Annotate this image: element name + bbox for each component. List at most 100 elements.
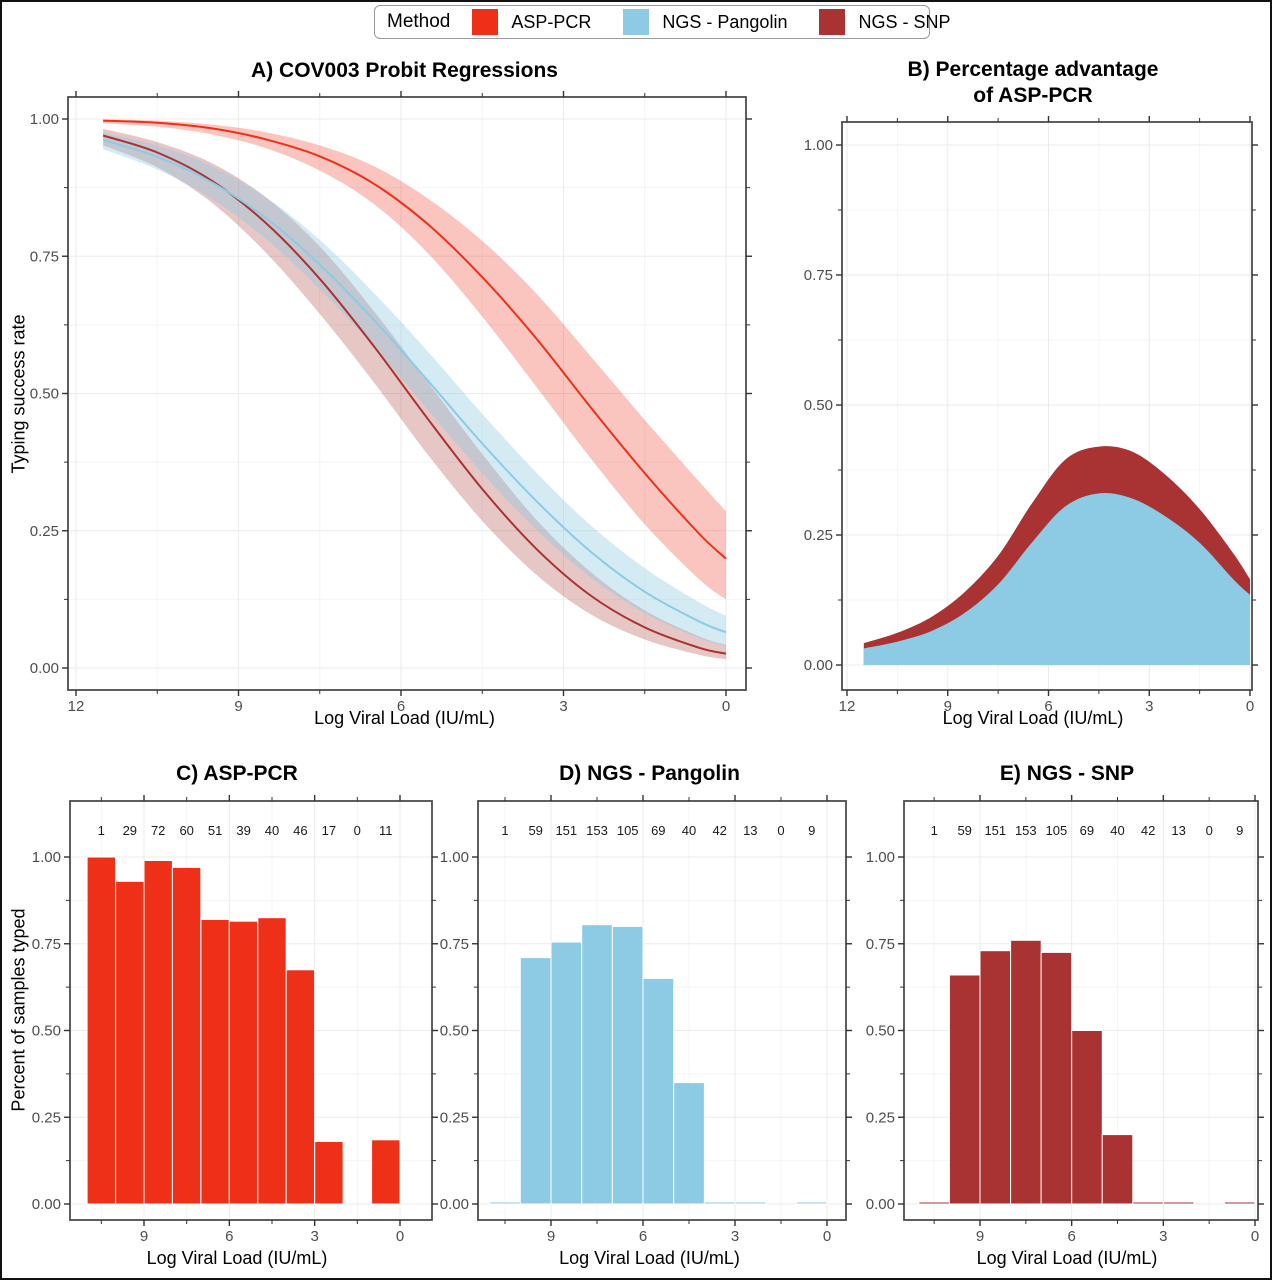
bars <box>86 856 401 1205</box>
bar <box>86 856 116 1205</box>
svg-text:3: 3 <box>731 1228 739 1245</box>
panel-a-y-axis-title: Typing success rate <box>8 314 29 474</box>
legend-label-asp-pcr: ASP-PCR <box>511 11 592 32</box>
panel-d-title: D) NGS - Pangolin <box>559 762 740 785</box>
bar <box>642 977 675 1205</box>
svg-text:0.75: 0.75 <box>32 936 61 953</box>
svg-text:153: 153 <box>1015 823 1037 838</box>
svg-text:0.50: 0.50 <box>30 386 59 403</box>
bar <box>918 1201 951 1205</box>
svg-text:1.00: 1.00 <box>866 849 895 866</box>
svg-text:3: 3 <box>1145 698 1153 715</box>
band-NGS - Pangolin <box>103 132 727 646</box>
bar <box>1132 1201 1164 1205</box>
panel-a-plot: 12 9 6 3 0 1.00 0.75 0.50 0.25 0.00 <box>30 91 752 715</box>
area-Advantage over NGS - Pangolin <box>863 493 1250 665</box>
bar <box>489 1201 521 1205</box>
tick-labels: 9 6 3 0 1.00 0.75 0.50 0.25 0.00 <box>32 849 404 1245</box>
bar <box>371 1139 401 1205</box>
bar <box>200 919 230 1205</box>
svg-text:0.50: 0.50 <box>32 1023 61 1040</box>
svg-text:0.75: 0.75 <box>804 267 833 284</box>
svg-text:9: 9 <box>234 698 242 715</box>
panel-b-plot: 12 9 6 3 0 1.00 0.75 0.50 0.25 0.00 <box>804 116 1258 715</box>
svg-text:0.00: 0.00 <box>866 1196 895 1213</box>
svg-text:6: 6 <box>397 698 405 715</box>
bar <box>285 969 316 1205</box>
svg-text:59: 59 <box>528 823 542 838</box>
panel-d-plot: 1 59 151 153 105 69 40 42 13 0 9 9 6 3 0 1.00 0.75 0.50 0.… <box>440 795 852 1245</box>
axes <box>898 795 1264 1226</box>
svg-text:1.00: 1.00 <box>440 849 469 866</box>
legend: Method ASP-PCR NGS - Pangolin NGS - SNP <box>374 5 950 39</box>
bar <box>143 860 173 1205</box>
svg-text:0.50: 0.50 <box>804 397 833 414</box>
svg-text:0.25: 0.25 <box>866 1109 895 1126</box>
tick-labels: 12 9 6 3 0 1.00 0.75 0.50 0.25 0.00 <box>804 137 1254 715</box>
panel-d-x-axis-title: Log Viral Load (IU/mL) <box>559 1248 740 1268</box>
advantage-areas <box>863 446 1250 665</box>
bar <box>703 1201 736 1205</box>
svg-text:9: 9 <box>944 698 952 715</box>
panel-e-x-axis-title: Log Viral Load (IU/mL) <box>976 1248 1158 1268</box>
bar <box>171 866 202 1205</box>
svg-text:9: 9 <box>1236 823 1243 838</box>
svg-text:0: 0 <box>823 1228 831 1245</box>
gridlines <box>68 97 746 690</box>
bar <box>611 925 644 1205</box>
panel-c-title: C) ASP-PCR <box>176 762 298 785</box>
svg-text:0.25: 0.25 <box>440 1109 469 1126</box>
svg-text:3: 3 <box>559 698 567 715</box>
svg-text:39: 39 <box>236 823 250 838</box>
band-ASP-PCR <box>103 119 727 600</box>
panel-a-x-axis-title: Log Viral Load (IU/mL) <box>314 708 495 728</box>
svg-text:0: 0 <box>1206 823 1213 838</box>
axes <box>64 795 438 1226</box>
bar <box>314 1141 344 1205</box>
svg-text:0.00: 0.00 <box>804 657 833 674</box>
svg-text:40: 40 <box>1110 823 1124 838</box>
svg-text:69: 69 <box>651 823 665 838</box>
panel-b-title: B) Percentage advantage of ASP-PCR <box>907 58 1159 107</box>
bar <box>257 917 287 1205</box>
svg-text:0.25: 0.25 <box>30 523 59 540</box>
svg-text:0: 0 <box>1246 698 1254 715</box>
bar <box>1040 951 1073 1205</box>
svg-text:0: 0 <box>396 1228 404 1245</box>
legend-swatch-ngs-pangolin <box>623 9 650 35</box>
tick-labels: 12 9 6 3 0 1.00 0.75 0.50 0.25 0.00 <box>30 111 730 715</box>
line-NGS - Pangolin <box>102 138 727 634</box>
svg-text:13: 13 <box>743 823 757 838</box>
svg-text:9: 9 <box>140 1228 148 1245</box>
svg-text:60: 60 <box>179 823 193 838</box>
svg-text:51: 51 <box>208 823 222 838</box>
legend-swatch-asp-pcr <box>472 9 499 35</box>
svg-text:69: 69 <box>1080 823 1094 838</box>
bar <box>795 1201 828 1205</box>
panel-c-x-axis-title: Log Viral Load (IU/mL) <box>146 1248 328 1268</box>
svg-text:105: 105 <box>617 823 639 838</box>
svg-text:6: 6 <box>1067 1228 1075 1245</box>
count-labels: 1 29 72 60 51 39 40 46 17 0 11 <box>98 823 393 838</box>
svg-text:9: 9 <box>976 1228 984 1245</box>
svg-text:0.50: 0.50 <box>866 1023 895 1040</box>
legend-title: Method <box>387 11 451 32</box>
axes <box>62 91 752 696</box>
svg-text:1.00: 1.00 <box>30 111 59 128</box>
svg-text:0: 0 <box>722 698 730 715</box>
svg-text:29: 29 <box>123 823 137 838</box>
svg-text:6: 6 <box>639 1228 647 1245</box>
svg-text:153: 153 <box>586 823 608 838</box>
legend-swatch-ngs-snp <box>819 9 846 35</box>
panel-e-title: E) NGS - SNP <box>999 762 1135 785</box>
legend-item-ngs-snp: NGS - SNP <box>819 9 950 35</box>
svg-text:151: 151 <box>555 823 577 838</box>
regression-lines <box>102 119 727 655</box>
legend-label-ngs-pangolin: NGS - Pangolin <box>662 11 788 32</box>
svg-text:0: 0 <box>1251 1228 1259 1245</box>
svg-text:12: 12 <box>68 698 85 715</box>
svg-text:40: 40 <box>682 823 696 838</box>
svg-text:40: 40 <box>265 823 279 838</box>
svg-text:42: 42 <box>1141 823 1155 838</box>
